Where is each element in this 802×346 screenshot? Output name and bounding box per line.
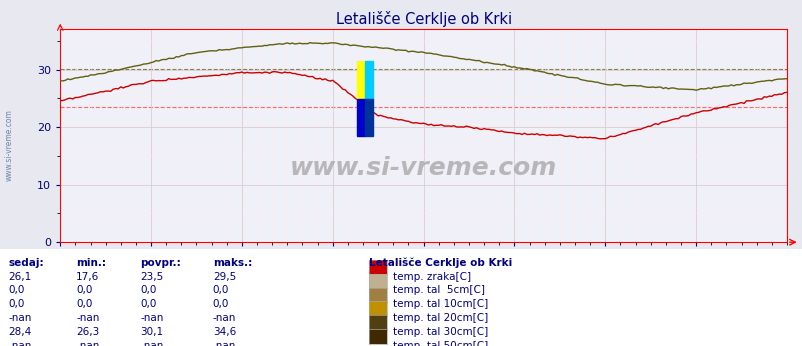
Bar [356, 99, 364, 136]
Text: 26,1: 26,1 [8, 272, 31, 282]
Text: -nan: -nan [140, 313, 164, 323]
Text: min.:: min.: [76, 258, 106, 268]
Text: sedaj:: sedaj: [8, 258, 43, 268]
Text: -nan: -nan [213, 313, 236, 323]
Text: 23,5: 23,5 [140, 272, 164, 282]
Text: 0,0: 0,0 [213, 285, 229, 295]
Text: 29,5: 29,5 [213, 272, 236, 282]
Text: povpr.:: povpr.: [140, 258, 181, 268]
Text: -nan: -nan [8, 313, 31, 323]
Text: 28,4: 28,4 [8, 327, 31, 337]
Text: temp. tal 20cm[C]: temp. tal 20cm[C] [393, 313, 488, 323]
Text: 0,0: 0,0 [8, 285, 24, 295]
Text: -nan: -nan [8, 341, 31, 346]
Bar [364, 99, 372, 136]
Text: 26,3: 26,3 [76, 327, 99, 337]
Text: 17,6: 17,6 [76, 272, 99, 282]
Text: 30,1: 30,1 [140, 327, 164, 337]
Bar [356, 61, 364, 99]
Bar [364, 61, 372, 99]
Title: Letališče Cerklje ob Krki: Letališče Cerklje ob Krki [335, 11, 511, 27]
Text: 0,0: 0,0 [140, 285, 156, 295]
Text: temp. tal  5cm[C]: temp. tal 5cm[C] [393, 285, 485, 295]
Text: 0,0: 0,0 [76, 285, 92, 295]
Text: 0,0: 0,0 [76, 299, 92, 309]
Text: -nan: -nan [140, 341, 164, 346]
Text: maks.:: maks.: [213, 258, 252, 268]
Text: 0,0: 0,0 [140, 299, 156, 309]
Text: -nan: -nan [213, 341, 236, 346]
Text: Letališče Cerklje ob Krki: Letališče Cerklje ob Krki [369, 258, 512, 268]
Text: temp. zraka[C]: temp. zraka[C] [393, 272, 471, 282]
Text: 0,0: 0,0 [213, 299, 229, 309]
Text: -nan: -nan [76, 313, 99, 323]
Text: 34,6: 34,6 [213, 327, 236, 337]
Text: 0,0: 0,0 [8, 299, 24, 309]
Text: -nan: -nan [76, 341, 99, 346]
Text: www.si-vreme.com: www.si-vreme.com [290, 156, 557, 180]
Text: temp. tal 50cm[C]: temp. tal 50cm[C] [393, 341, 488, 346]
Text: www.si-vreme.com: www.si-vreme.com [5, 109, 14, 181]
Text: temp. tal 10cm[C]: temp. tal 10cm[C] [393, 299, 488, 309]
Text: temp. tal 30cm[C]: temp. tal 30cm[C] [393, 327, 488, 337]
